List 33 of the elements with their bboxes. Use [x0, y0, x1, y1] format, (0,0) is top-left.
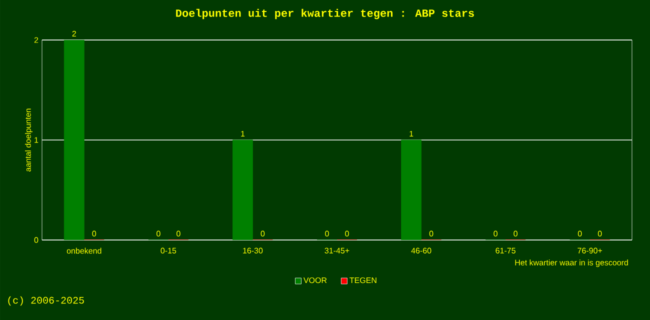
bar [401, 140, 422, 240]
y-tick-label: 0 [34, 237, 38, 243]
chart-title: Doelpunten uit per kwartier tegen : ABP stars [176, 8, 474, 20]
bar [64, 40, 84, 240]
data-label: 0 [325, 230, 329, 236]
y-tick-label: 1 [34, 137, 38, 143]
x-axis-title: Het kwartier waar in is gescoord [515, 260, 628, 267]
legend-label: TEGEN [350, 277, 376, 284]
data-label: 0 [514, 230, 518, 236]
data-label: 0 [429, 230, 434, 236]
data-label: 0 [92, 230, 96, 236]
bar [232, 140, 253, 240]
x-tick-label: 0-15 [160, 248, 176, 254]
data-label: 0 [260, 230, 265, 236]
x-tick-label: 76-90+ [578, 248, 602, 254]
text: (c) 2006-2025 [8, 296, 84, 306]
x-tick-label: 46-60 [411, 248, 432, 254]
x-tick-label: 61-75 [496, 248, 516, 254]
data-label: 0 [578, 230, 582, 236]
x-tick-label: onbekend [66, 248, 102, 254]
y-tick-label: 2 [34, 37, 38, 43]
legend-label: VOOR [303, 277, 327, 284]
data-label: 0 [156, 230, 160, 236]
data-label: 0 [176, 230, 180, 236]
data-label: 0 [598, 230, 602, 236]
y-axis-title: aantal doelpunten [25, 108, 32, 172]
data-label: 0 [494, 230, 498, 236]
data-label: 0 [345, 230, 349, 236]
x-tick-label: 31-45+ [324, 248, 350, 254]
x-tick-label: 16-30 [243, 248, 263, 254]
data-label: 1 [410, 130, 414, 136]
data-label: 2 [72, 30, 76, 36]
data-label: 1 [241, 130, 245, 136]
